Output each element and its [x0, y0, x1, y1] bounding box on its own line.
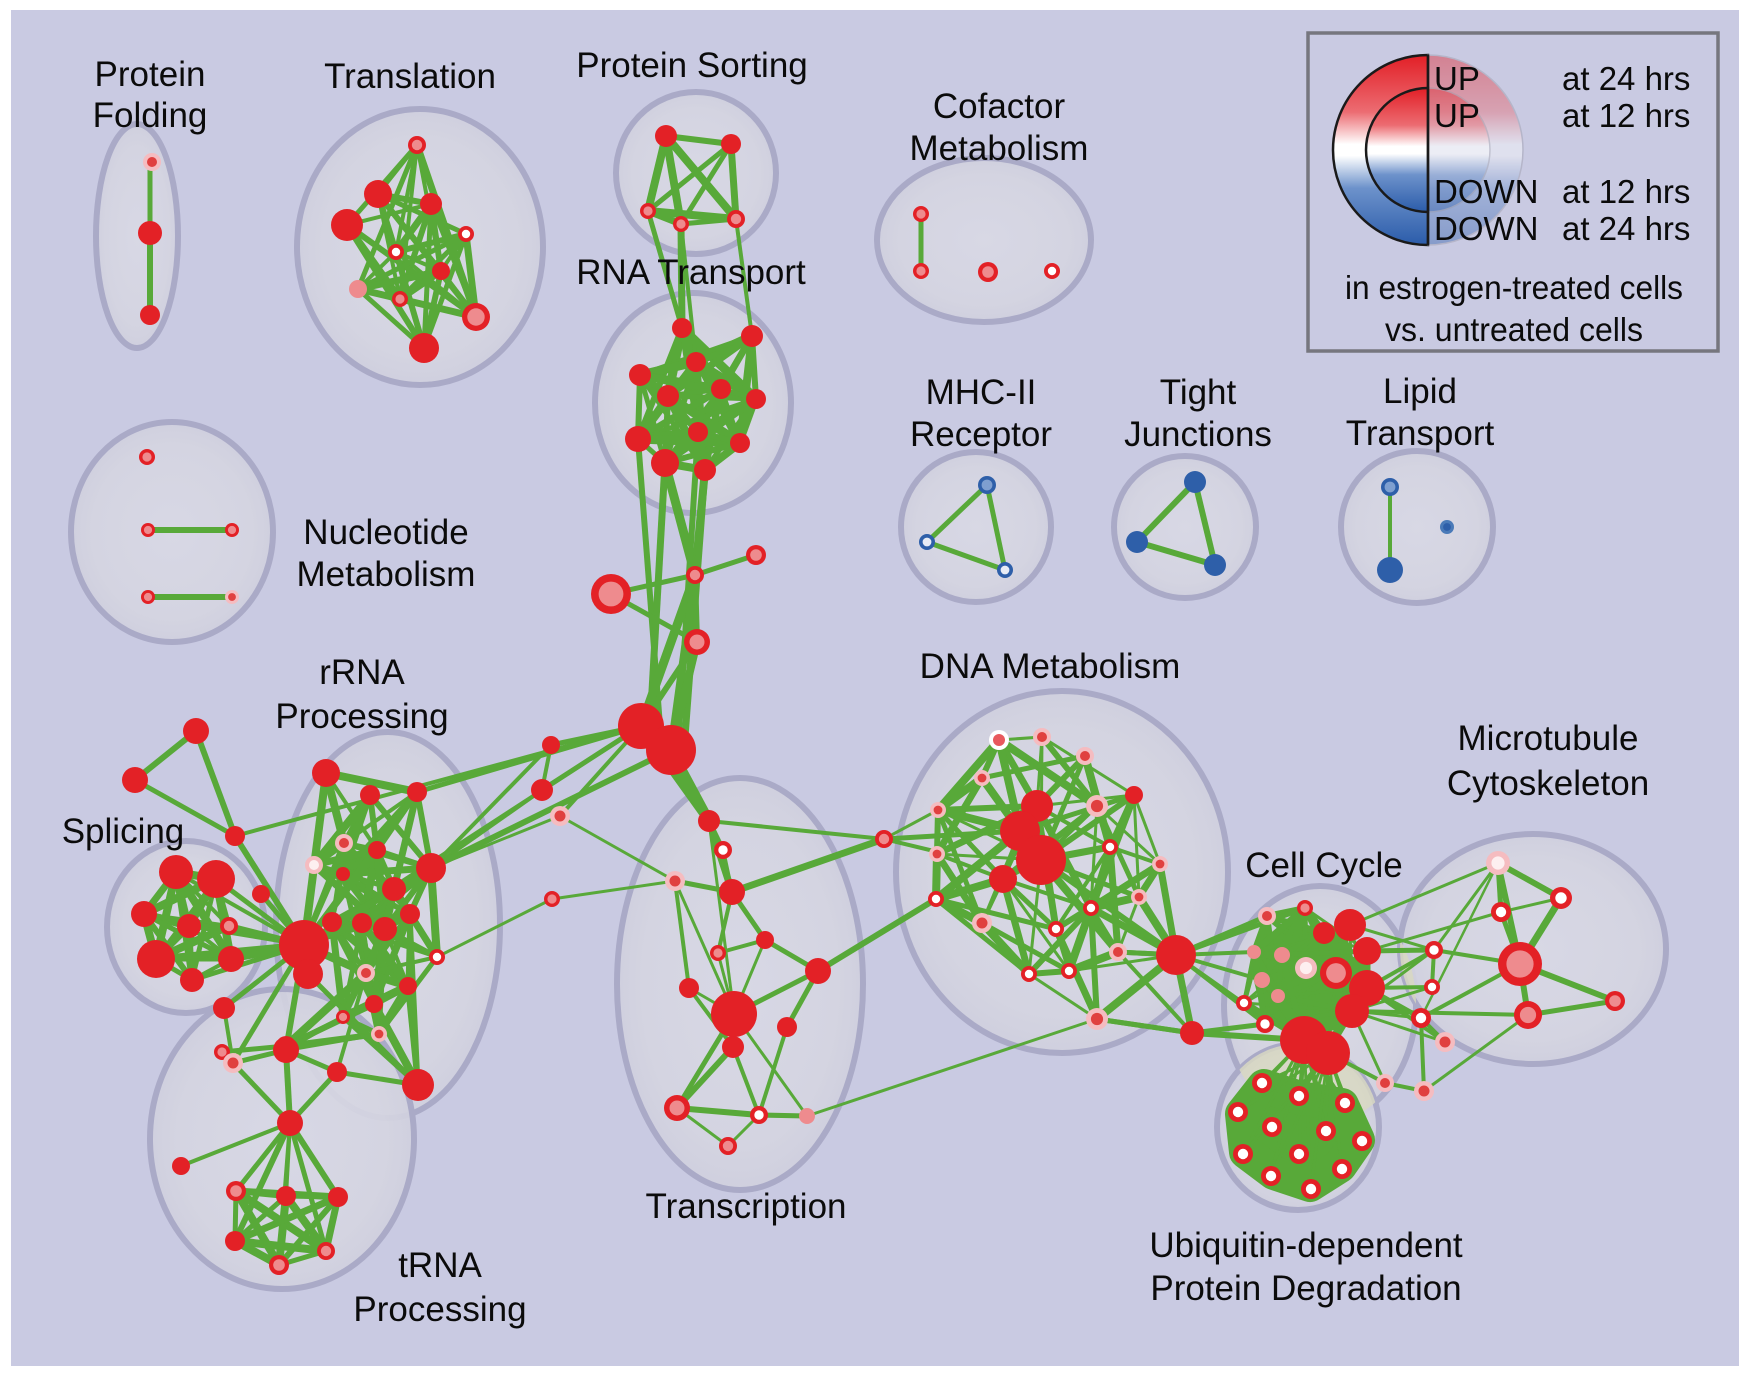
svg-text:Processing: Processing [353, 1290, 526, 1329]
svg-text:Metabolism: Metabolism [297, 555, 476, 594]
svg-text:Folding: Folding [93, 96, 208, 135]
svg-text:at 12 hrs: at 12 hrs [1562, 173, 1690, 210]
svg-text:Protein Degradation: Protein Degradation [1150, 1269, 1461, 1308]
svg-text:Ubiquitin-dependent: Ubiquitin-dependent [1149, 1226, 1463, 1265]
svg-text:Splicing: Splicing [62, 812, 185, 851]
svg-text:Junctions: Junctions [1124, 415, 1272, 454]
svg-text:Processing: Processing [275, 697, 448, 736]
svg-text:Tight: Tight [1160, 373, 1237, 412]
svg-text:DNA Metabolism: DNA Metabolism [920, 647, 1181, 686]
svg-text:Transport: Transport [1346, 414, 1495, 453]
svg-text:in estrogen-treated cells: in estrogen-treated cells [1345, 269, 1683, 306]
svg-text:Transcription: Transcription [646, 1187, 847, 1226]
svg-text:DOWN: DOWN [1434, 173, 1538, 210]
svg-text:rRNA: rRNA [319, 653, 405, 692]
svg-text:RNA Transport: RNA Transport [576, 253, 806, 292]
svg-text:UP: UP [1434, 97, 1480, 134]
svg-text:Metabolism: Metabolism [910, 129, 1089, 168]
svg-text:DOWN: DOWN [1434, 210, 1538, 247]
svg-text:Lipid: Lipid [1383, 372, 1457, 411]
svg-text:Protein: Protein [95, 55, 206, 94]
svg-text:Nucleotide: Nucleotide [303, 513, 468, 552]
svg-text:Cytoskeleton: Cytoskeleton [1447, 764, 1649, 803]
svg-text:Translation: Translation [324, 57, 496, 96]
svg-text:at 24 hrs: at 24 hrs [1562, 60, 1690, 97]
svg-text:tRNA: tRNA [398, 1246, 482, 1285]
svg-text:Cell Cycle: Cell Cycle [1245, 846, 1403, 885]
svg-text:Microtubule: Microtubule [1458, 719, 1639, 758]
svg-text:UP: UP [1434, 60, 1480, 97]
svg-text:at 24 hrs: at 24 hrs [1562, 210, 1690, 247]
svg-text:Receptor: Receptor [910, 415, 1052, 454]
svg-text:vs. untreated cells: vs. untreated cells [1385, 311, 1643, 348]
svg-text:Protein Sorting: Protein Sorting [576, 46, 808, 85]
svg-text:Cofactor: Cofactor [933, 87, 1066, 126]
svg-text:at 12 hrs: at 12 hrs [1562, 97, 1690, 134]
svg-text:MHC-II: MHC-II [926, 373, 1037, 412]
